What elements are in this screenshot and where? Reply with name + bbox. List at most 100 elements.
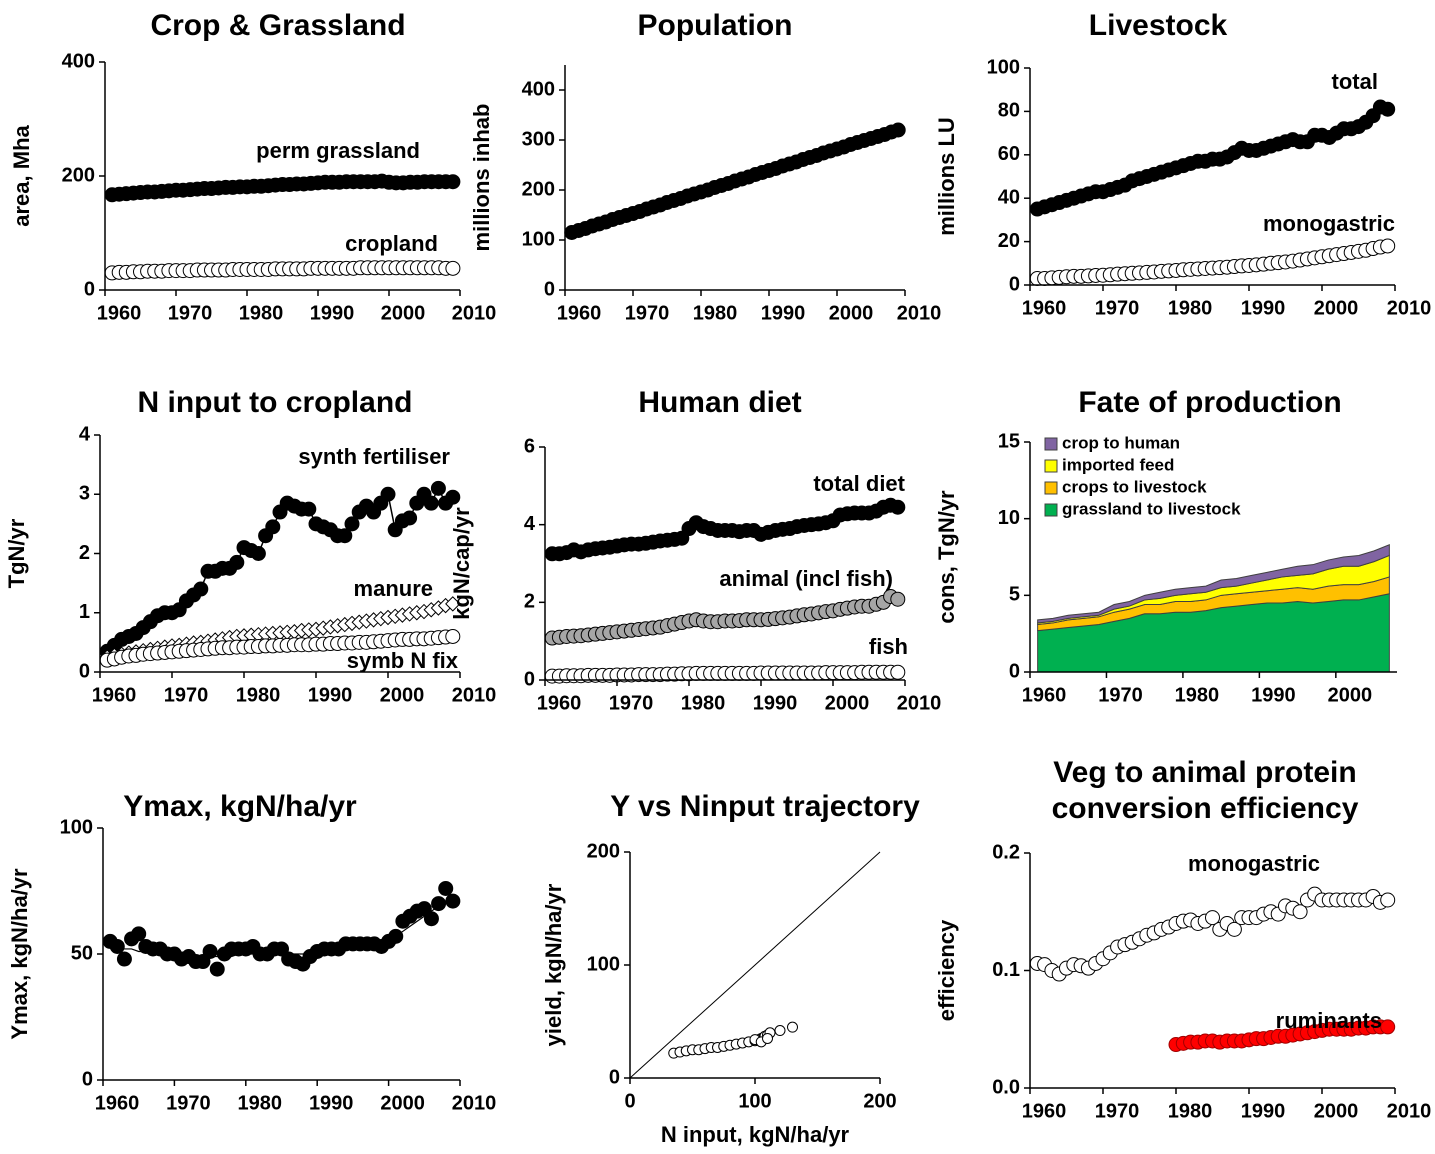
y-tick-label: 0.0 (992, 1076, 1020, 1098)
x-tick-label: 1980 (693, 302, 738, 324)
x-tick-label: 200 (863, 1090, 896, 1112)
x-tick-label: 0 (624, 1090, 635, 1112)
marker (380, 486, 396, 502)
marker (431, 896, 447, 912)
x-tick-label: 1980 (238, 1092, 283, 1114)
plot-area (1029, 99, 1396, 286)
x-tick-label: 1960 (1022, 297, 1067, 319)
y-tick-label: 100 (522, 228, 555, 250)
reference-line (629, 851, 881, 1079)
y-tick-label: 0.2 (992, 841, 1020, 863)
series-label: monogastric (1188, 851, 1320, 876)
x-tick-label: 1980 (1168, 297, 1213, 319)
marker (445, 596, 461, 612)
area (1037, 543, 1390, 624)
chart-title: Human diet (638, 386, 801, 419)
y-tick-label: 6 (524, 435, 535, 457)
x-tick-label: 2010 (1387, 1100, 1432, 1122)
y-tick-label: 1 (79, 601, 90, 623)
y-axis-label: millions LU (934, 117, 959, 236)
y-axis-label: yield, kgN/ha/yr (541, 883, 566, 1046)
marker (131, 926, 147, 942)
x-tick-label: 1960 (537, 692, 582, 714)
x-tick-label: 1960 (1022, 1100, 1067, 1122)
plot-area (629, 851, 881, 1079)
y-tick-label: 4 (79, 423, 91, 445)
x-tick-label: 1970 (166, 1092, 211, 1114)
marker (890, 122, 906, 138)
y-axis-label: Ymax, kgN/ha/yr (7, 868, 32, 1040)
x-tick-label: 1960 (1022, 684, 1067, 706)
legend-swatch (1044, 437, 1058, 451)
marker (116, 951, 132, 967)
chart-title: Y vs Ninput trajectory (610, 790, 920, 823)
y-tick-label: 3 (79, 483, 90, 505)
x-tick-label: 1980 (1175, 684, 1220, 706)
marker (265, 519, 281, 535)
y-tick-label: 400 (62, 50, 95, 72)
legend-swatch (1044, 503, 1058, 517)
y-tick-label: 2 (79, 542, 90, 564)
marker (774, 1025, 786, 1037)
marker (402, 510, 418, 526)
x-tick-label: 2000 (1314, 1100, 1359, 1122)
x-tick-label: 2010 (897, 692, 942, 714)
y-tick-label: 15 (998, 430, 1020, 452)
y-tick-label: 60 (998, 143, 1020, 165)
marker (250, 546, 266, 561)
series-label: total diet (813, 471, 905, 496)
y-tick-label: 2 (524, 591, 535, 613)
x-tick-label: 1970 (1095, 1100, 1140, 1122)
marker (193, 581, 209, 597)
y-tick-label: 4 (524, 513, 536, 535)
y-tick-label: 300 (522, 128, 555, 150)
legend-swatch (1044, 459, 1058, 473)
y-tick-label: 5 (1009, 584, 1020, 606)
x-tick-label: 1990 (1241, 1100, 1286, 1122)
chart-title: Ymax, kgN/ha/yr (123, 790, 357, 823)
x-tick-label: 1970 (609, 692, 654, 714)
marker (1380, 238, 1396, 254)
x-tick-label: 1960 (557, 302, 602, 324)
marker (209, 961, 225, 977)
marker (1380, 892, 1396, 908)
marker (445, 489, 461, 505)
legend-label: crops to livestock (1062, 477, 1207, 496)
marker (430, 480, 446, 496)
marker (1380, 101, 1396, 117)
y-axis-label: efficiency (934, 919, 959, 1021)
series-label: animal (incl fish) (719, 566, 893, 591)
marker (1226, 921, 1242, 937)
series-label: manure (354, 576, 433, 601)
x-tick-label: 2010 (452, 302, 497, 324)
series-label: fish (869, 634, 908, 659)
series-label: symb N fix (347, 648, 459, 673)
marker (1380, 1019, 1396, 1035)
marker (337, 528, 353, 544)
chart-title: N input to cropland (138, 386, 413, 419)
x-axis-label: N input, kgN/ha/yr (661, 1122, 850, 1147)
plot-area (544, 497, 906, 684)
x-tick-label: 1970 (168, 302, 213, 324)
y-tick-label: 200 (62, 164, 95, 186)
marker (195, 954, 211, 970)
x-tick-label: 1980 (239, 302, 284, 324)
x-tick-label: 1970 (164, 684, 209, 706)
y-tick-label: 100 (587, 953, 620, 975)
y-tick-label: 80 (998, 100, 1020, 122)
y-tick-label: 40 (998, 186, 1020, 208)
legend-label: imported feed (1062, 455, 1174, 474)
x-tick-label: 2000 (825, 692, 870, 714)
x-tick-label: 1970 (1098, 684, 1143, 706)
x-tick-label: 2000 (380, 684, 425, 706)
y-tick-label: 0 (544, 278, 555, 300)
y-tick-label: 0 (524, 668, 535, 690)
x-tick-label: 1980 (236, 684, 281, 706)
y-tick-label: 0 (84, 278, 95, 300)
x-tick-label: 2000 (380, 1092, 425, 1114)
chart-title: Crop & Grassland (150, 9, 405, 42)
x-tick-label: 2010 (1387, 297, 1432, 319)
x-tick-label: 1970 (1095, 297, 1140, 319)
marker (445, 628, 461, 644)
